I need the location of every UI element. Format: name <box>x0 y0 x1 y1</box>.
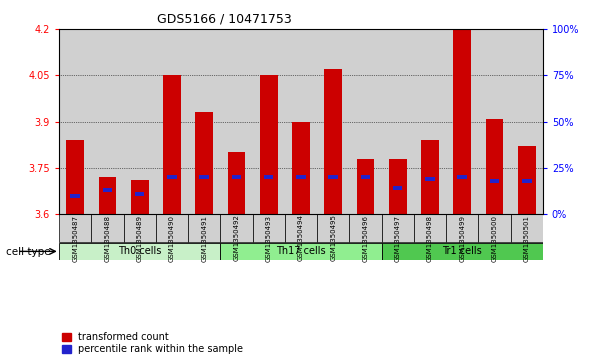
Bar <box>231 175 241 179</box>
Text: GSM1350501: GSM1350501 <box>524 215 530 262</box>
Bar <box>425 177 435 181</box>
Text: Tr1 cells: Tr1 cells <box>442 246 482 256</box>
Bar <box>382 29 414 214</box>
Bar <box>478 29 510 214</box>
Bar <box>382 214 414 242</box>
Bar <box>292 122 310 214</box>
Text: GSM1350495: GSM1350495 <box>330 215 336 261</box>
Bar <box>360 175 371 179</box>
Bar <box>156 214 188 242</box>
Text: GSM1350488: GSM1350488 <box>104 215 110 262</box>
Text: GSM1350497: GSM1350497 <box>395 215 401 262</box>
Text: GSM1350500: GSM1350500 <box>491 215 497 262</box>
Bar <box>285 29 317 214</box>
Bar <box>195 113 213 214</box>
Bar <box>99 177 116 214</box>
Text: GSM1350496: GSM1350496 <box>362 215 368 262</box>
Bar <box>490 179 499 183</box>
Bar <box>156 29 188 214</box>
Bar <box>446 29 478 214</box>
Bar <box>220 243 382 260</box>
Bar <box>220 29 253 214</box>
Bar <box>131 180 149 214</box>
Bar <box>66 140 84 214</box>
Bar <box>285 214 317 242</box>
Text: cell type: cell type <box>6 247 51 257</box>
Bar <box>414 214 446 242</box>
Bar <box>91 29 123 214</box>
Bar <box>389 159 407 214</box>
Text: Th0 cells: Th0 cells <box>118 246 161 256</box>
Text: GSM1350489: GSM1350489 <box>137 215 143 262</box>
Bar <box>349 29 382 214</box>
Bar <box>135 192 145 196</box>
Bar <box>317 29 349 214</box>
Bar <box>59 243 220 260</box>
Bar <box>486 119 503 214</box>
Bar <box>356 159 374 214</box>
Bar <box>103 188 112 192</box>
Bar <box>349 214 382 242</box>
Bar <box>167 175 177 179</box>
Bar <box>59 29 91 214</box>
Bar <box>220 214 253 242</box>
Bar <box>510 29 543 214</box>
Bar <box>328 175 338 179</box>
Bar <box>199 175 209 179</box>
Bar <box>123 29 156 214</box>
Text: Th17 cells: Th17 cells <box>276 246 326 256</box>
Bar <box>317 214 349 242</box>
Bar <box>228 152 245 214</box>
Bar <box>478 214 510 242</box>
Text: GSM1350498: GSM1350498 <box>427 215 433 262</box>
Bar <box>510 214 543 242</box>
Bar <box>453 29 471 214</box>
Bar <box>91 214 123 242</box>
Bar <box>457 175 467 179</box>
Bar <box>393 187 402 190</box>
Bar <box>188 214 220 242</box>
Bar <box>382 243 543 260</box>
Bar <box>414 29 446 214</box>
Text: GSM1350499: GSM1350499 <box>459 215 465 262</box>
Bar <box>296 175 306 179</box>
Bar <box>253 214 285 242</box>
Text: GDS5166 / 10471753: GDS5166 / 10471753 <box>157 13 291 26</box>
Bar <box>123 214 156 242</box>
Legend: transformed count, percentile rank within the sample: transformed count, percentile rank withi… <box>58 329 247 358</box>
Bar <box>253 29 285 214</box>
Bar <box>324 69 342 214</box>
Text: GSM1350494: GSM1350494 <box>298 215 304 261</box>
Text: GSM1350491: GSM1350491 <box>201 215 207 262</box>
Bar <box>70 194 80 197</box>
Bar <box>518 146 536 214</box>
Bar <box>446 214 478 242</box>
Text: GSM1350493: GSM1350493 <box>266 215 271 262</box>
Text: GSM1350487: GSM1350487 <box>72 215 78 262</box>
Bar <box>163 76 181 214</box>
Bar <box>188 29 220 214</box>
Text: GSM1350490: GSM1350490 <box>169 215 175 262</box>
Text: GSM1350492: GSM1350492 <box>234 215 240 261</box>
Bar <box>522 179 532 183</box>
Bar <box>421 140 439 214</box>
Bar <box>264 175 274 179</box>
Bar <box>260 76 277 214</box>
Bar <box>59 214 91 242</box>
